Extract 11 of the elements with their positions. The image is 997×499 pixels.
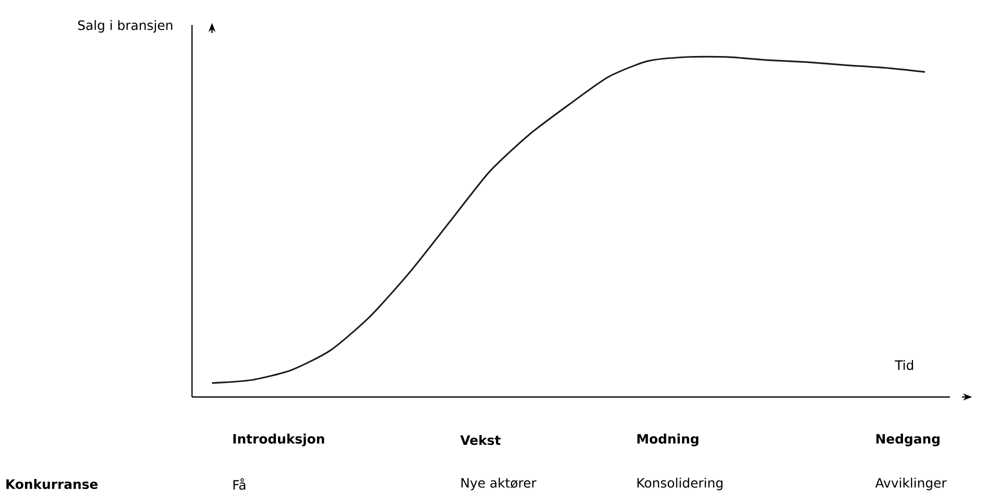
x-axis-title: Tid [894,360,914,370]
text: Konkurranse [6,478,98,489]
text: Modning [637,434,698,446]
text: Introduksjon [233,434,324,446]
text: Vekst [460,434,501,445]
text: Avviklinger [875,478,947,490]
text: Nye aktører [461,478,536,490]
y-axis-title: Salg i bransjen [78,20,172,33]
text: Få [233,478,246,490]
text: Konsolidering [637,478,722,490]
text: Nedgang [876,434,940,446]
